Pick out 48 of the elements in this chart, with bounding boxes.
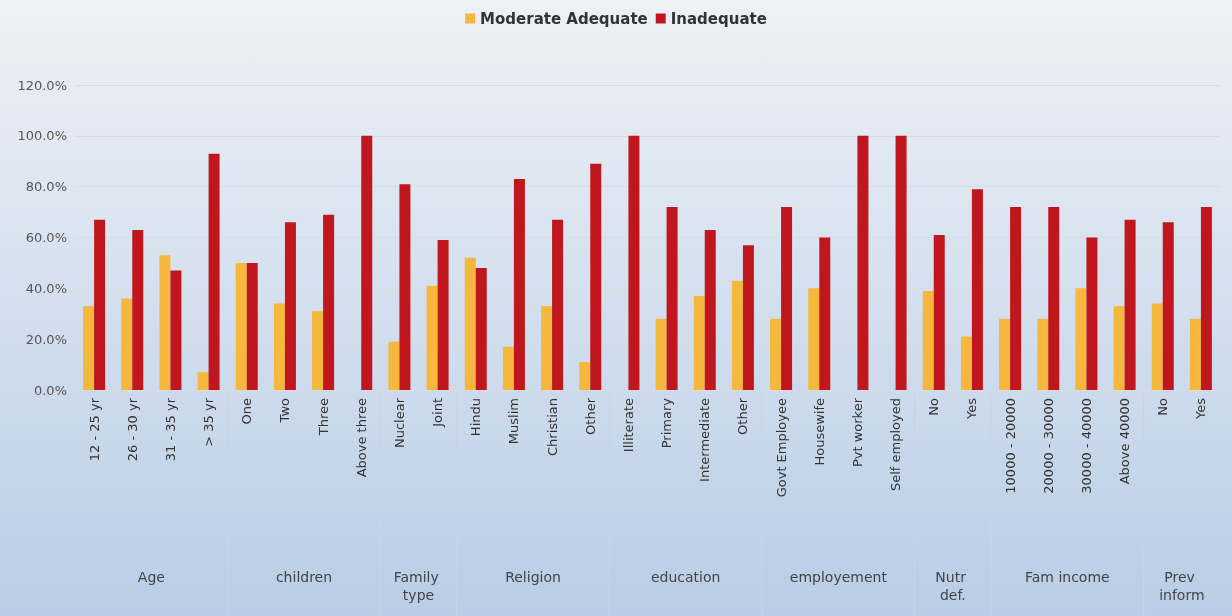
x-tick-label: Above three: [353, 398, 369, 478]
x-tick-label: Yes: [964, 397, 980, 420]
x-tick-label: 26 - 30 yr: [124, 397, 140, 462]
y-tick-label: 100.0%: [17, 128, 67, 144]
text: Fam income: [1024, 569, 1110, 585]
x-tick-label: Muslim: [506, 398, 522, 445]
text: Prev inform: [1159, 569, 1205, 603]
x-tick-label: Two: [277, 397, 293, 424]
x-tick-label: Above 40000: [1117, 398, 1133, 485]
x-tick-label: 31 - 35 yr: [162, 397, 178, 462]
x-tick-label: Illiterate: [620, 398, 636, 453]
x-tick-label: Govt Employee: [773, 398, 789, 498]
x-tick-label: Joint: [430, 398, 446, 428]
y-tick-label: 80.0%: [25, 179, 67, 195]
x-tick-label: No: [926, 397, 942, 416]
x-tick-label: Intermediate: [697, 398, 713, 482]
y-tick-label: 60.0%: [25, 230, 67, 245]
text: Age: [137, 569, 165, 585]
x-tick-label: Other: [735, 397, 751, 435]
x-tick-label: Other: [582, 397, 598, 435]
x-tick-label: Self employed: [888, 398, 904, 491]
x-tick-label: 12 - 25 yr: [86, 397, 102, 462]
x-tick-label: 20000 - 30000: [1040, 398, 1056, 494]
x-tick-label: 10000 - 20000: [1002, 398, 1018, 494]
x-tick-label: Housewife: [811, 398, 827, 466]
text: Nutr def.: [935, 569, 971, 603]
x-tick-label: No: [1155, 397, 1171, 416]
y-tick-label: 0.0%: [33, 382, 67, 398]
x-tick-label: Yes: [1193, 397, 1209, 420]
x-tick-label: > 35 yr: [201, 397, 217, 447]
text: education: [650, 569, 721, 585]
text: children: [275, 569, 333, 585]
x-tick-label: Nuclear: [391, 397, 407, 449]
text: Religion: [505, 569, 561, 585]
legend-label: Inadequate: [670, 9, 767, 28]
x-tick-label: 30000 - 40000: [1078, 398, 1094, 494]
legend-label: Moderate Adequate: [480, 9, 648, 28]
x-tick-label: Pvt worker: [849, 397, 865, 468]
text: Family type: [393, 569, 444, 603]
y-tick-label: 120.0%: [17, 77, 67, 93]
x-tick-label: Three: [315, 398, 331, 437]
x-tick-label: Hindu: [468, 398, 484, 437]
x-tick-label: Primary: [659, 397, 675, 449]
y-tick-label: 20.0%: [25, 331, 67, 347]
y-tick-label: 40.0%: [25, 280, 67, 296]
x-tick-label: Christian: [544, 398, 560, 456]
text: employement: [789, 569, 888, 585]
x-tick-label: One: [239, 398, 255, 425]
